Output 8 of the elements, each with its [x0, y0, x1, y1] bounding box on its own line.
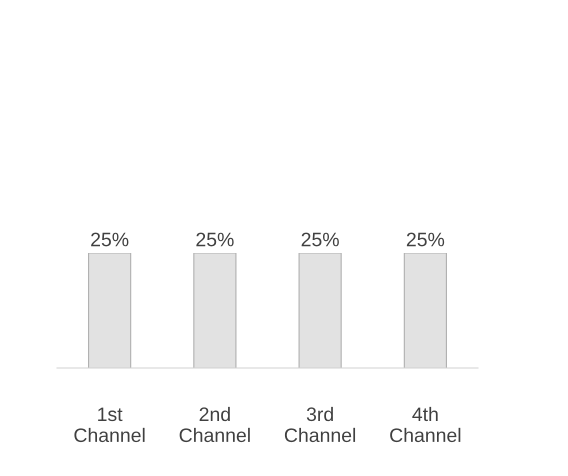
x-tick-label: 1st Channel [74, 408, 145, 442]
x-tick-label: 3rd Channel [284, 406, 356, 442]
data-label: 25% [91, 232, 128, 246]
data-label: 25% [196, 232, 234, 246]
x-tick-label: 4th Channel [390, 406, 460, 442]
x-tick-label: 2nd Channel [180, 406, 250, 442]
data-label: 25% [302, 232, 339, 246]
data-label: 25% [406, 232, 444, 246]
